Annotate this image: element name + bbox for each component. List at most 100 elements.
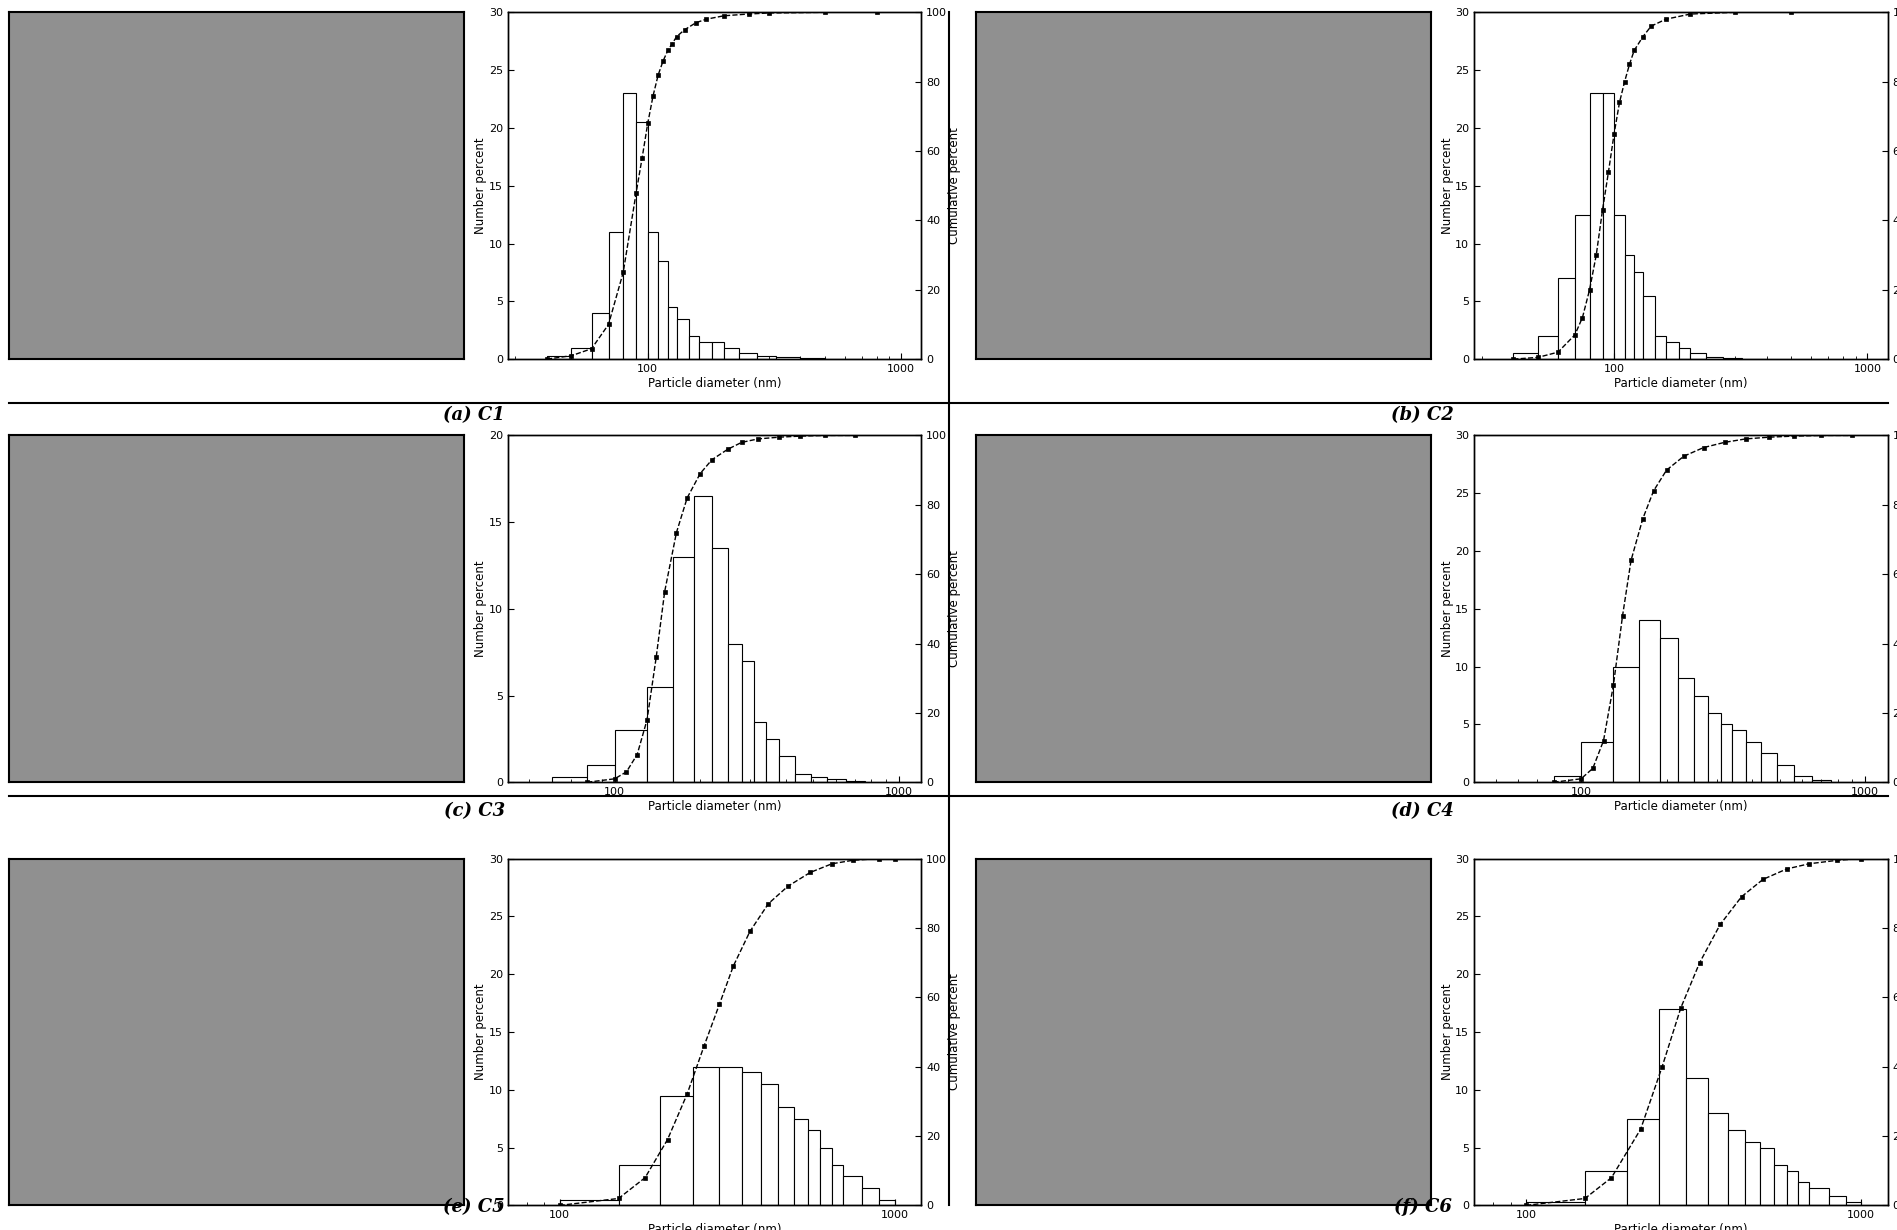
Bar <box>592 312 609 359</box>
Bar <box>1603 93 1614 359</box>
Bar <box>1829 1196 1846 1205</box>
Bar <box>700 342 713 359</box>
X-axis label: Particle diameter (nm): Particle diameter (nm) <box>647 376 782 390</box>
Y-axis label: Number percent: Number percent <box>474 561 488 657</box>
Bar <box>609 232 624 359</box>
Bar <box>1745 742 1760 782</box>
Bar <box>1760 753 1777 782</box>
Bar <box>761 1084 778 1205</box>
Bar <box>742 1073 761 1205</box>
Bar <box>827 779 846 782</box>
Bar <box>1557 278 1575 359</box>
Bar <box>1787 1171 1798 1205</box>
Bar <box>1660 637 1679 782</box>
Bar <box>1624 255 1633 359</box>
Bar <box>842 1177 861 1205</box>
Bar <box>1554 776 1580 782</box>
Bar <box>1732 731 1745 782</box>
Bar <box>713 342 725 359</box>
Bar <box>1846 1202 1861 1205</box>
Bar <box>1745 1141 1760 1205</box>
Y-axis label: Cumulative percent: Cumulative percent <box>948 550 962 668</box>
Bar <box>588 765 615 782</box>
Bar <box>1707 1113 1728 1205</box>
Bar <box>1660 1009 1686 1205</box>
Bar <box>660 1096 692 1205</box>
Y-axis label: Number percent: Number percent <box>1440 138 1453 234</box>
Bar <box>846 781 865 782</box>
Bar <box>1760 1148 1774 1205</box>
Bar <box>1707 713 1721 782</box>
Y-axis label: Cumulative percent: Cumulative percent <box>948 127 962 244</box>
Bar <box>861 1188 880 1205</box>
X-axis label: Particle diameter (nm): Particle diameter (nm) <box>1614 800 1747 813</box>
Bar <box>795 774 810 782</box>
Bar <box>1614 214 1624 359</box>
Text: (e) C5: (e) C5 <box>444 1198 505 1216</box>
Bar <box>1812 780 1831 782</box>
Bar <box>1694 695 1707 782</box>
X-axis label: Particle diameter (nm): Particle diameter (nm) <box>1614 1223 1747 1230</box>
Bar <box>766 739 780 782</box>
Bar <box>560 1199 618 1205</box>
Bar <box>624 93 635 359</box>
Bar <box>780 756 795 782</box>
Bar <box>719 1066 742 1205</box>
Bar <box>635 122 647 359</box>
Text: (b) C2: (b) C2 <box>1391 406 1455 424</box>
Bar <box>1690 353 1705 359</box>
Bar <box>1679 348 1690 359</box>
Bar <box>658 261 668 359</box>
Bar <box>1654 336 1666 359</box>
Bar <box>689 336 700 359</box>
Bar <box>1633 272 1643 359</box>
Bar <box>1575 214 1590 359</box>
Bar <box>1514 353 1538 359</box>
Bar <box>1538 336 1557 359</box>
Bar <box>1728 1130 1745 1205</box>
Bar <box>571 348 592 359</box>
Bar <box>1679 678 1694 782</box>
Bar <box>1628 1119 1660 1205</box>
Bar <box>742 661 755 782</box>
Bar <box>618 1165 660 1205</box>
Bar <box>1686 1079 1707 1205</box>
Bar <box>673 557 694 782</box>
Bar <box>820 1148 833 1205</box>
Bar <box>1590 93 1603 359</box>
Bar <box>793 1119 808 1205</box>
Bar <box>694 496 711 782</box>
Bar <box>1525 1202 1586 1205</box>
Bar <box>755 722 766 782</box>
Bar <box>692 1066 719 1205</box>
Bar <box>1810 1188 1829 1205</box>
Bar <box>615 731 647 782</box>
Y-axis label: Number percent: Number percent <box>1440 984 1453 1080</box>
Bar <box>1614 667 1639 782</box>
Bar <box>1774 1165 1787 1205</box>
Bar <box>1580 742 1614 782</box>
Bar <box>757 355 776 359</box>
X-axis label: Particle diameter (nm): Particle diameter (nm) <box>1614 376 1747 390</box>
Bar <box>1643 295 1654 359</box>
X-axis label: Particle diameter (nm): Particle diameter (nm) <box>647 800 782 813</box>
Bar <box>880 1199 895 1205</box>
Y-axis label: Cumulative percent: Cumulative percent <box>948 974 962 1091</box>
Bar <box>546 355 571 359</box>
Bar <box>776 357 801 359</box>
Text: (c) C3: (c) C3 <box>444 802 505 820</box>
Bar <box>711 549 728 782</box>
Bar <box>668 308 677 359</box>
Text: (f) C6: (f) C6 <box>1394 1198 1451 1216</box>
Text: (d) C4: (d) C4 <box>1391 802 1455 820</box>
Bar <box>725 348 740 359</box>
Bar <box>647 232 658 359</box>
Y-axis label: Number percent: Number percent <box>1440 561 1453 657</box>
Bar <box>810 777 827 782</box>
Text: (a) C1: (a) C1 <box>444 406 505 424</box>
Bar <box>728 643 742 782</box>
Bar <box>1705 357 1722 359</box>
Bar <box>1721 724 1732 782</box>
Bar <box>647 686 673 782</box>
Bar <box>808 1130 820 1205</box>
